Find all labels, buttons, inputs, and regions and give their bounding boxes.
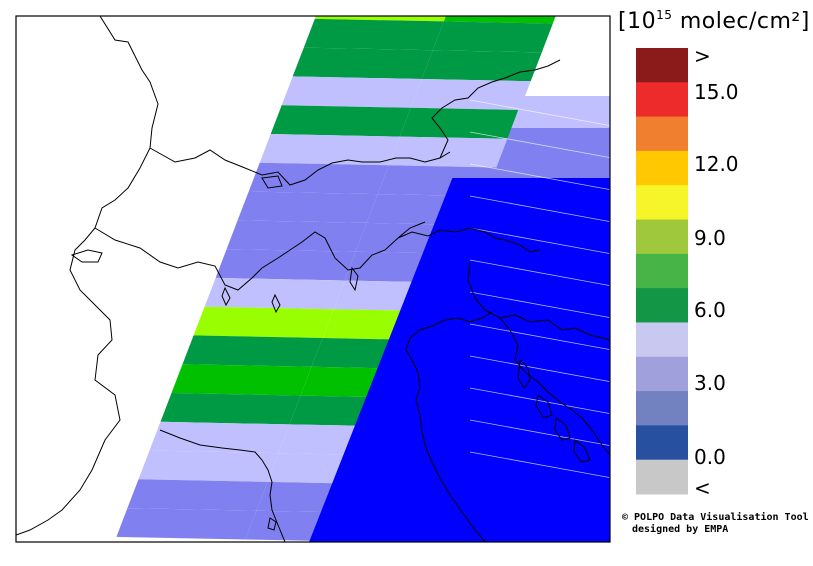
swath-pixel	[259, 134, 400, 166]
swath-pixel	[138, 450, 279, 482]
scan-line	[469, 451, 610, 479]
colorbar-bin	[636, 253, 688, 289]
scan-line	[469, 131, 610, 159]
coastline	[159, 429, 286, 542]
border-line	[431, 59, 561, 159]
island	[535, 394, 553, 419]
island	[573, 439, 591, 463]
colorbar-tick-15: 15.0	[694, 80, 739, 104]
lake	[221, 286, 231, 307]
swath-pixel	[281, 76, 422, 108]
swath-pixel	[399, 107, 520, 139]
coastline	[267, 517, 277, 531]
map-frame	[15, 15, 611, 543]
border-line	[16, 16, 159, 536]
swath-pixel	[226, 220, 367, 252]
scan-line	[469, 259, 610, 287]
island	[554, 417, 571, 441]
swath-pixel	[160, 393, 301, 425]
colorbar-tick-6: 6.0	[694, 298, 726, 322]
swath-pixel	[182, 335, 323, 367]
island	[517, 358, 531, 389]
swath-pixel	[421, 50, 542, 82]
colorbar-tick-0: 0.0	[694, 445, 726, 469]
swath-east-block	[309, 178, 610, 542]
swath-pixel	[443, 16, 556, 24]
scan-line	[469, 99, 610, 127]
swath-pixel	[410, 79, 531, 110]
border-line	[149, 147, 451, 186]
colorbar	[636, 48, 688, 495]
colorbar-bin	[636, 391, 688, 426]
colorbar-bin	[636, 116, 688, 152]
colorbar-bin	[636, 150, 688, 186]
colorbar-bin	[636, 425, 688, 461]
map-area	[16, 16, 610, 542]
credit-line-2: designed by EMPA	[632, 524, 729, 535]
colorbar-tick-9: 9.0	[694, 226, 726, 250]
swath-pixel	[292, 47, 433, 79]
scan-line	[469, 355, 610, 383]
colorbar-tick-12: 12.0	[694, 152, 739, 176]
colorbar-bin	[636, 356, 688, 392]
scan-line	[469, 323, 610, 351]
colorbar-bin	[636, 219, 688, 255]
swath-pixel	[193, 306, 334, 338]
colorbar-bin	[636, 459, 688, 495]
swath-east-block	[492, 128, 610, 178]
colorbar-tick-above: >	[694, 44, 711, 68]
coastline	[405, 311, 493, 542]
swath-pixel	[127, 479, 268, 511]
colorbar-bin	[636, 288, 688, 323]
lake	[271, 293, 281, 314]
lake	[349, 266, 359, 292]
swath-pixel	[215, 249, 356, 281]
coastlines-and-borders	[16, 16, 610, 542]
swath-pixel	[204, 277, 345, 310]
swath-pixel	[248, 162, 389, 195]
border-line	[94, 221, 426, 291]
border-line	[397, 227, 541, 253]
colorbar-tick-below: <	[694, 476, 711, 500]
colorbar-tick-3: 3.0	[694, 371, 726, 395]
swath-pixel	[432, 21, 553, 53]
colorbar-bin	[636, 82, 688, 118]
swath-pixel	[237, 191, 378, 223]
lake	[261, 175, 283, 189]
scan-line	[469, 195, 610, 223]
scan-line	[469, 419, 610, 447]
colorbar-bin	[636, 185, 688, 221]
lake	[70, 249, 103, 263]
coastline	[499, 317, 610, 456]
scan-lines	[469, 99, 610, 479]
credit-line-1: © POLPO Data Visualisation Tool	[622, 512, 809, 523]
scan-line	[469, 163, 610, 191]
colorbar-unit: [1015 molec/cm²]	[618, 8, 810, 34]
scan-line	[469, 291, 610, 319]
swath-pixel	[171, 364, 312, 396]
swath-east-block	[511, 96, 610, 128]
swath-pixel	[149, 421, 290, 454]
swath-pixel	[303, 18, 444, 51]
border-line	[467, 261, 610, 341]
scan-line	[469, 227, 610, 255]
swath-pixel	[388, 136, 509, 168]
colorbar-bin	[636, 48, 688, 83]
swath-pixel	[314, 16, 446, 22]
swath-pixel	[116, 508, 257, 540]
scan-line	[469, 387, 610, 415]
colorbar-bin	[636, 322, 688, 358]
swath-pixel	[270, 105, 411, 137]
